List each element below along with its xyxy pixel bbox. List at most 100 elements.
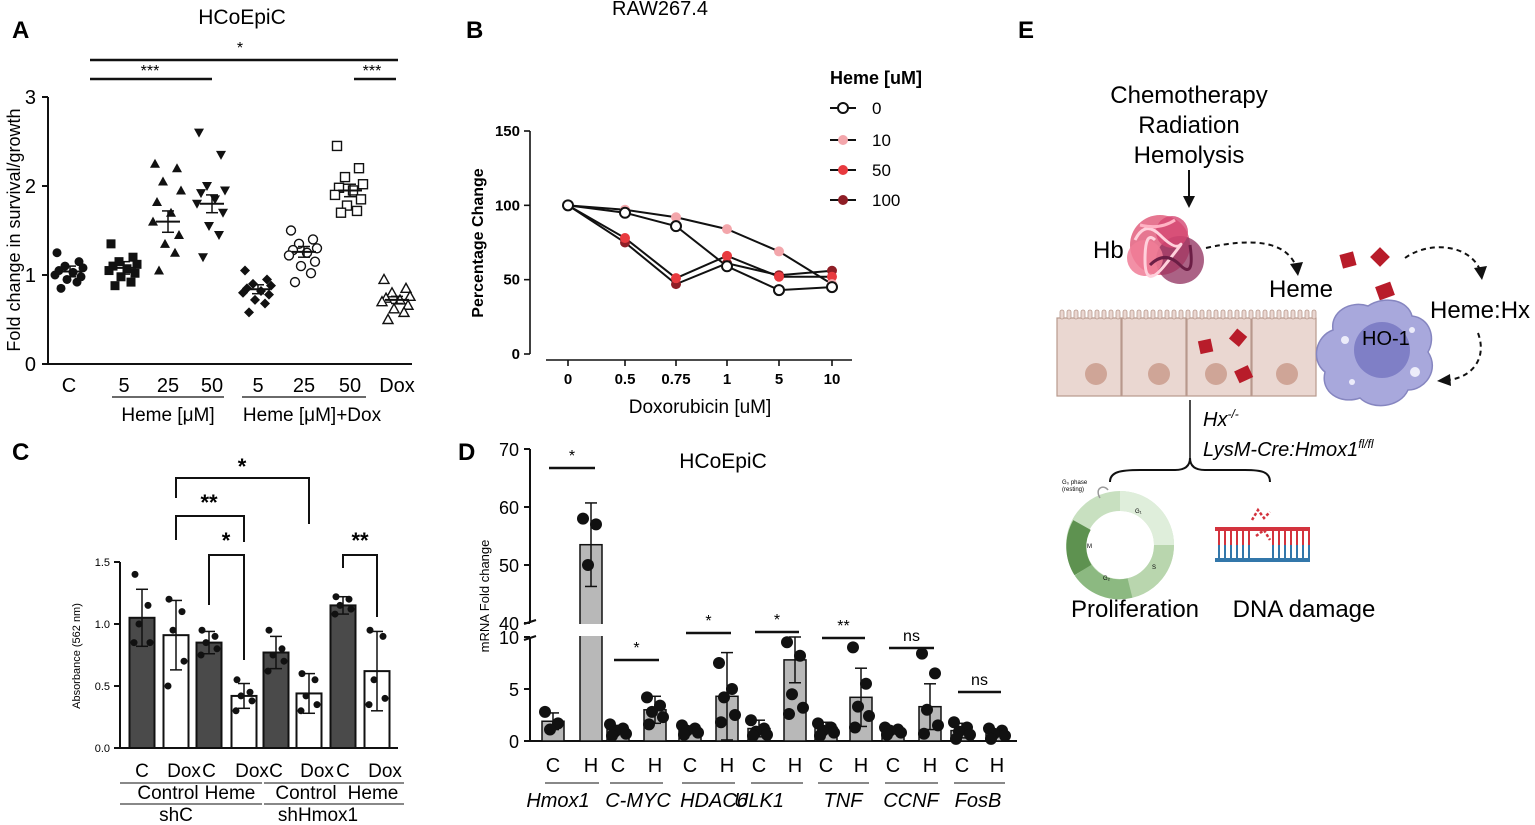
d-data-point [646,705,658,718]
a-data-point [150,158,160,168]
a-data-point [192,199,202,209]
c-data-point [336,601,344,609]
a-data-point [196,189,206,199]
a-data-point [377,273,391,285]
a-data-point [260,298,270,309]
panel-b-ylabel: Percentage Change [470,168,487,317]
ho1-label: HO-1 [1362,328,1410,350]
heme-square-icon [1197,338,1214,355]
macrophage-icon [1315,299,1434,407]
c-data-point [265,626,273,634]
microvillus [1108,309,1114,320]
b-data-point [619,206,631,219]
panel-d-axis-break [522,624,622,636]
panel-d-letter: D [458,439,475,466]
d-data-point [794,649,806,662]
b-x-tick-label: 0 [564,371,572,388]
phase-g0: G₀ phase [1062,480,1088,486]
c-data-point [178,608,186,616]
b-x-tick-label: 1 [723,371,731,388]
b-data-point [773,284,785,297]
c-data-point [278,645,286,653]
c-data-point [345,595,353,603]
c-data-point [366,626,374,634]
a-x-tick-label: 5 [118,375,129,397]
c-y-tick-label: 1.0 [95,619,110,631]
c-data-point [146,639,154,647]
d-y-tick-label: 5 [509,680,519,700]
d-data-point [932,719,944,732]
d-sig-label: ** [837,618,849,635]
a-data-point [399,281,413,294]
d-gene-label: ULK1 [734,790,784,812]
d-data-point [539,705,551,718]
panel-c-letter: C [12,439,29,466]
a-data-point [381,313,395,325]
d-bar-label: H [854,755,868,777]
c-data-point [381,694,389,702]
a-data-point [307,234,319,245]
microvillus [1283,309,1289,320]
a-x-tick-label: C [62,375,76,397]
b-data-point [774,246,784,257]
a-data-point [52,248,62,258]
b-data-point [671,212,681,223]
a-data-point [106,239,116,249]
panel-d-break-mark-2 [523,635,537,641]
panel-b-legend-title: Heme [uM] [830,68,922,88]
d-sig-label: * [774,612,780,629]
microvillus [1304,309,1310,320]
d-data-point [729,709,741,721]
d-data-point [747,729,759,742]
panel-c-y-ticks: 0.0 0.5 1.0 1.5 [95,557,120,755]
c-bar-label: C [202,761,216,782]
d-y-tick-label: 40 [499,614,519,634]
d-data-point [860,677,872,690]
b-data-point [671,273,681,284]
d-gene-label: Hmox1 [526,790,589,812]
microvillus [1101,309,1107,320]
b-x-tick-label: 0.75 [661,371,690,388]
a-data-point [216,150,226,160]
d-gene-label: CCNF [883,790,940,812]
microvillus [1171,309,1177,320]
a-data-point [126,277,136,287]
panel-a-title: HCoEpiC [198,6,286,29]
panel-d-bars [541,543,1009,742]
d-y-tick-label: 70 [499,440,519,460]
panel-a-ylabel: Fold change in survival/growth [4,108,24,351]
a-data-point [174,229,184,239]
d-gene-label: HDAC6 [680,790,749,812]
d-data-point [918,727,930,740]
panel-d: D HCoEpiC mRNA Fold change 051040506070 … [458,439,1017,812]
a-data-point [295,260,307,272]
a-data-point [305,268,317,279]
dna-break [1255,528,1272,541]
phase-resting: (resting) [1062,487,1084,493]
d-data-point [582,559,594,571]
d-data-point [761,728,773,741]
d-gene-label: FosB [955,790,1002,812]
panel-b-lines [567,204,833,292]
a-data-point [266,280,276,291]
d-gene-label: TNF [824,790,865,812]
d-bar-label: H [584,755,598,777]
curly-brace [1109,457,1271,483]
panel-a-points [50,128,417,325]
d-data-point [590,518,602,531]
c-bar-label: Dox [167,761,201,782]
panel-a-group2-label: Heme [μM]+Dox [243,405,382,426]
d-y-tick-label: 0 [509,732,519,752]
c-data-point [131,570,139,578]
heme-square-icon [1339,251,1357,269]
phase-g1: G₁ [1135,509,1142,515]
d-data-point [641,691,653,704]
a-y-tick-label: 0 [25,354,36,376]
a-data-point [248,278,258,289]
b-legend-label: 0 [872,99,881,118]
a-data-point [110,281,120,291]
b-legend-label: 50 [872,161,891,180]
d-data-point [852,700,864,713]
c-y-tick-label: 0.0 [95,743,110,755]
